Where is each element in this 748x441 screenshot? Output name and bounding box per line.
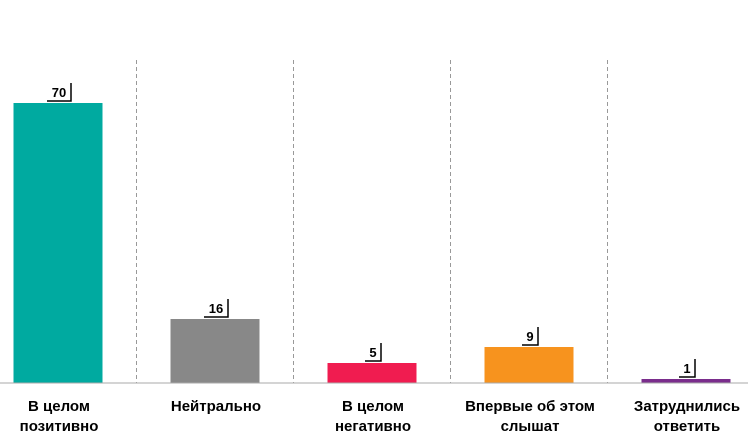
- bar: [13, 103, 103, 383]
- bars: [13, 103, 731, 383]
- category-label: Затруднились: [634, 398, 740, 415]
- bar: [484, 347, 574, 383]
- category-label: ответить: [654, 418, 720, 435]
- category-label: негативно: [335, 418, 411, 435]
- value-label-bracket: [204, 299, 229, 318]
- bar: [170, 319, 260, 383]
- value-label-bracket: [47, 83, 72, 102]
- value-labels: 70 16 5 9 1: [47, 83, 696, 378]
- category-label: Впервые об этом: [465, 398, 595, 415]
- category-label: позитивно: [20, 418, 99, 435]
- category-labels: В целом позитивно Нейтрально В целом негатив…: [20, 398, 740, 435]
- category-label: В целом: [342, 398, 404, 415]
- category-label: Нейтрально: [171, 398, 261, 415]
- category-label: слышат: [501, 418, 560, 435]
- category-separators: [136, 60, 608, 383]
- value-label: 9: [526, 329, 533, 344]
- value-label-bracket: [365, 343, 382, 362]
- category-label: В целом: [28, 398, 90, 415]
- bar: [327, 363, 417, 383]
- value-label: 16: [209, 301, 223, 316]
- value-label: 5: [369, 345, 376, 360]
- bar: [641, 379, 731, 383]
- value-label: 1: [683, 361, 690, 376]
- value-label-bracket: [522, 327, 539, 346]
- value-label: 70: [52, 85, 66, 100]
- value-label-bracket: [679, 359, 696, 378]
